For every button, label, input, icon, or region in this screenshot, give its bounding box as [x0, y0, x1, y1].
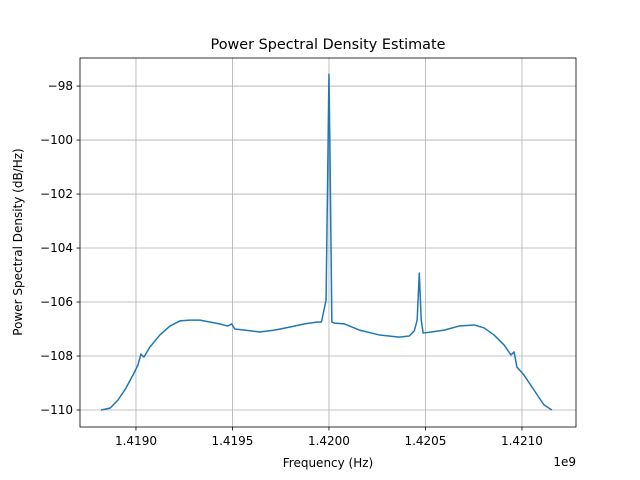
x-tick-label: 1.4190 — [115, 434, 157, 448]
y-tick-label: −102 — [40, 187, 73, 201]
chart-title: Power Spectral Density Estimate — [211, 37, 446, 53]
x-offset-text: 1e9 — [553, 455, 576, 469]
y-tick-label: −110 — [40, 403, 73, 417]
x-axis-label: Frequency (Hz) — [283, 456, 374, 470]
x-tick-label: 1.4195 — [211, 434, 253, 448]
data-line — [100, 73, 553, 411]
x-tick-label: 1.4210 — [501, 434, 543, 448]
y-tick-label: −106 — [40, 295, 73, 309]
y-tick-label: −104 — [40, 241, 73, 255]
x-tick-label: 1.4200 — [308, 434, 350, 448]
y-tick-label: −98 — [48, 79, 73, 93]
y-axis-label: Power Spectral Density (dB/Hz) — [11, 148, 25, 335]
x-tick-label: 1.4205 — [404, 434, 446, 448]
y-tick-label: −108 — [40, 349, 73, 363]
y-tick-label: −100 — [40, 133, 73, 147]
axes-frame — [79, 57, 577, 428]
